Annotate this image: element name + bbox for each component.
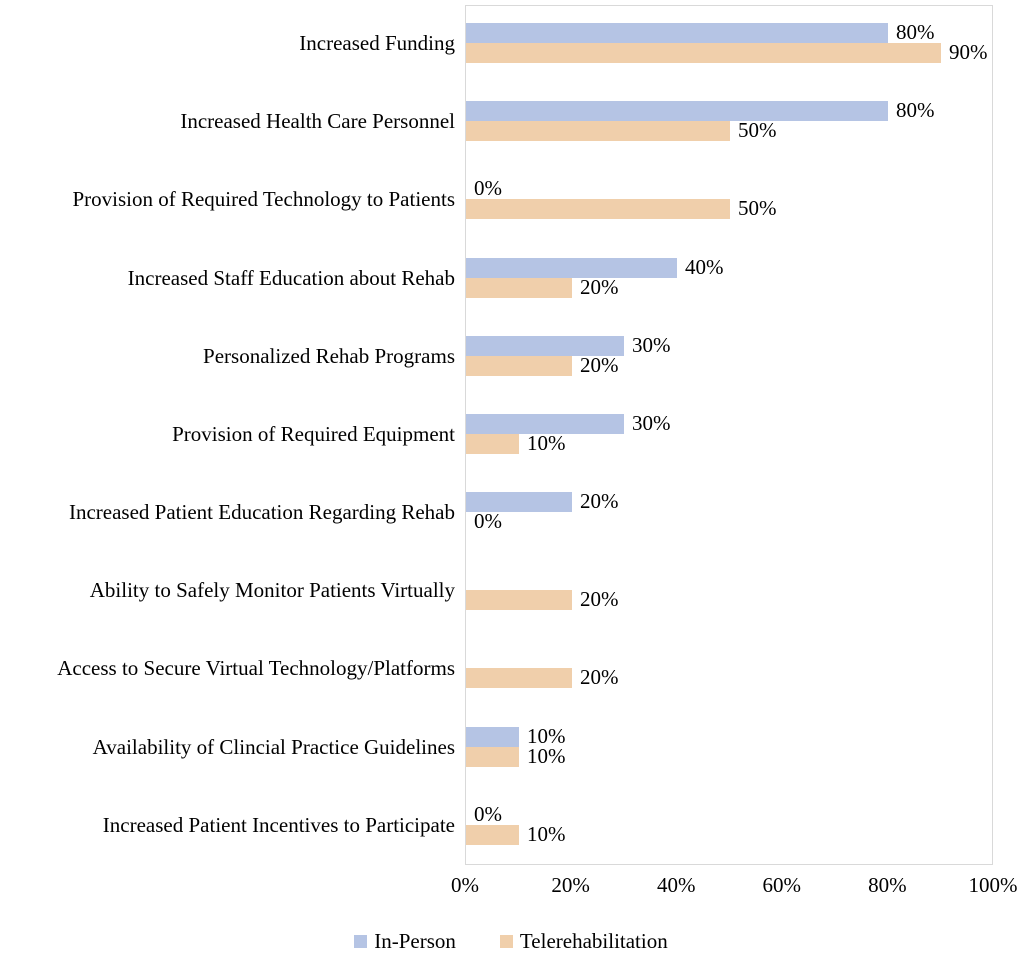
x-tick-label: 40% bbox=[656, 873, 696, 897]
bar-in-person bbox=[466, 335, 624, 356]
value-label: 80% bbox=[896, 20, 935, 44]
x-tick-label: 0% bbox=[451, 873, 479, 897]
value-label: 10% bbox=[527, 743, 566, 768]
bar-in-person bbox=[466, 726, 519, 747]
category-label: Provision of Required Technology to Pati… bbox=[72, 187, 455, 212]
value-label: 20% bbox=[580, 665, 619, 690]
plot-area bbox=[465, 5, 993, 865]
category-label: Availability of Clincial Practice Guidel… bbox=[92, 734, 455, 759]
category-label: Personalized Rehab Programs bbox=[203, 343, 455, 368]
value-label: 0% bbox=[474, 509, 502, 534]
legend-swatch-telerehabilitation-icon bbox=[499, 934, 513, 948]
x-tick-label: 20% bbox=[551, 873, 590, 897]
bar-in-person bbox=[466, 23, 888, 43]
legend-swatch-in-person-icon bbox=[354, 934, 368, 948]
bar-in-person bbox=[466, 413, 624, 434]
value-label: 10% bbox=[527, 821, 566, 846]
value-label: 20% bbox=[580, 587, 619, 612]
category-label: Increased Patient Incentives to Particip… bbox=[102, 812, 455, 837]
bar-telerehabilitation bbox=[466, 746, 519, 767]
value-label: 20% bbox=[580, 352, 619, 377]
category-label: Increased Health Care Personnel bbox=[180, 109, 455, 134]
bar-telerehabilitation bbox=[466, 668, 572, 689]
legend: In-Person Telerehabilitation bbox=[0, 928, 1022, 954]
value-label: 20% bbox=[580, 274, 619, 299]
category-label: Ability to Safely Monitor Patients Virtu… bbox=[89, 578, 455, 603]
bar-telerehabilitation bbox=[466, 433, 519, 454]
value-label: 10% bbox=[527, 723, 566, 748]
bar-telerehabilitation bbox=[466, 824, 519, 845]
value-label: 20% bbox=[580, 489, 619, 514]
bar-in-person bbox=[466, 101, 888, 122]
value-label: 10% bbox=[527, 430, 566, 455]
bar-telerehabilitation bbox=[466, 199, 730, 220]
category-label: Increased Staff Education about Rehab bbox=[127, 265, 455, 290]
bar-in-person bbox=[466, 257, 677, 278]
value-label: 30% bbox=[632, 410, 671, 435]
category-label: Access to Secure Virtual Technology/Plat… bbox=[57, 656, 455, 681]
value-label: 30% bbox=[632, 332, 671, 357]
value-label: 90% bbox=[949, 40, 988, 64]
bar-telerehabilitation bbox=[466, 43, 941, 63]
bar-telerehabilitation bbox=[466, 277, 572, 298]
bar-in-person bbox=[466, 492, 572, 513]
legend-label-in-person: In-Person bbox=[374, 929, 456, 953]
value-label: 40% bbox=[685, 254, 724, 279]
x-tick-label: 80% bbox=[868, 873, 907, 897]
bar-telerehabilitation bbox=[466, 121, 730, 142]
value-label: 0% bbox=[474, 801, 502, 826]
value-label: 80% bbox=[896, 98, 935, 123]
x-tick-label: 100% bbox=[968, 873, 1018, 897]
category-label: Increased Funding bbox=[299, 31, 455, 55]
legend-item-telerehabilitation: Telerehabilitation bbox=[499, 928, 668, 954]
category-label: Increased Patient Education Regarding Re… bbox=[68, 500, 455, 525]
bar-telerehabilitation bbox=[466, 355, 572, 376]
value-label: 50% bbox=[738, 196, 777, 221]
value-label: 50% bbox=[738, 118, 777, 143]
value-label: 0% bbox=[474, 176, 502, 201]
legend-label-telerehabilitation: Telerehabilitation bbox=[519, 929, 668, 953]
category-label: Provision of Required Equipment bbox=[172, 421, 455, 446]
bar-telerehabilitation bbox=[466, 590, 572, 611]
x-tick-label: 60% bbox=[762, 873, 802, 897]
legend-item-in-person: In-Person bbox=[354, 928, 456, 954]
